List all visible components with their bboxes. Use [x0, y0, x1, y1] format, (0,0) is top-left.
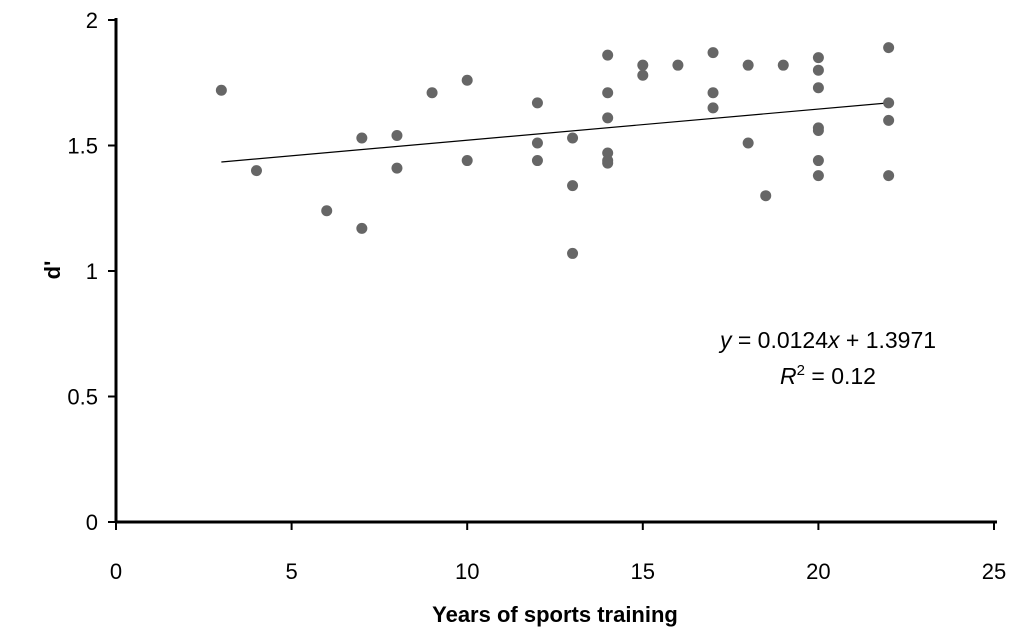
y-tick-label: 1.5: [67, 134, 98, 159]
y-tick-label: 0.5: [67, 385, 98, 410]
data-point: [356, 132, 367, 143]
data-point: [532, 155, 543, 166]
data-point: [813, 125, 824, 136]
tick-labels: 0 5 10 15 20 25 0 0.5 1 1.5 2: [67, 8, 1006, 584]
x-axis-title: Years of sports training: [432, 602, 678, 627]
data-point: [883, 42, 894, 53]
data-point: [743, 137, 754, 148]
data-point: [356, 223, 367, 234]
data-point: [567, 132, 578, 143]
data-point: [813, 65, 824, 76]
r-squared: R2 = 0.12: [780, 362, 876, 389]
data-point: [813, 170, 824, 181]
r-symbol: R: [780, 363, 797, 389]
data-point: [743, 60, 754, 71]
trendline: [221, 103, 888, 162]
data-point: [251, 165, 262, 176]
data-point: [760, 190, 771, 201]
trend-equation: y = 0.0124x + 1.3971: [718, 327, 936, 353]
data-point: [391, 130, 402, 141]
data-point: [813, 82, 824, 93]
data-point: [602, 50, 613, 61]
y-axis-title: d': [40, 261, 65, 280]
r-superscript: 2: [797, 362, 805, 379]
data-point: [602, 112, 613, 123]
data-point: [637, 60, 648, 71]
equation-part1: = 0.0124: [731, 327, 828, 353]
x-tick-label: 25: [982, 559, 1006, 584]
data-point: [391, 163, 402, 174]
data-point: [883, 115, 894, 126]
data-point: [567, 180, 578, 191]
data-point: [462, 75, 473, 86]
data-point: [602, 87, 613, 98]
data-point: [462, 155, 473, 166]
data-points: [216, 42, 894, 259]
data-point: [708, 87, 719, 98]
r-value: = 0.12: [805, 363, 876, 389]
equation-part2: + 1.3971: [840, 327, 937, 353]
x-tick-label: 10: [455, 559, 479, 584]
data-point: [567, 248, 578, 259]
data-point: [813, 155, 824, 166]
data-point: [532, 137, 543, 148]
data-point: [778, 60, 789, 71]
ticks: [108, 20, 994, 530]
data-point: [427, 87, 438, 98]
axes: [116, 18, 997, 522]
x-tick-label: 0: [110, 559, 122, 584]
y-tick-label: 0: [86, 510, 98, 535]
data-point: [637, 70, 648, 81]
data-point: [883, 97, 894, 108]
x-tick-label: 15: [631, 559, 655, 584]
data-point: [708, 47, 719, 58]
data-point: [813, 52, 824, 63]
data-point: [216, 85, 227, 96]
data-point: [708, 102, 719, 113]
y-tick-label: 1: [86, 259, 98, 284]
trendline-group: [221, 103, 888, 162]
y-tick-label: 2: [86, 8, 98, 33]
data-point: [602, 158, 613, 169]
data-point: [672, 60, 683, 71]
data-point: [321, 205, 332, 216]
x-tick-label: 5: [285, 559, 297, 584]
data-point: [532, 97, 543, 108]
x-tick-label: 20: [806, 559, 830, 584]
data-point: [883, 170, 894, 181]
